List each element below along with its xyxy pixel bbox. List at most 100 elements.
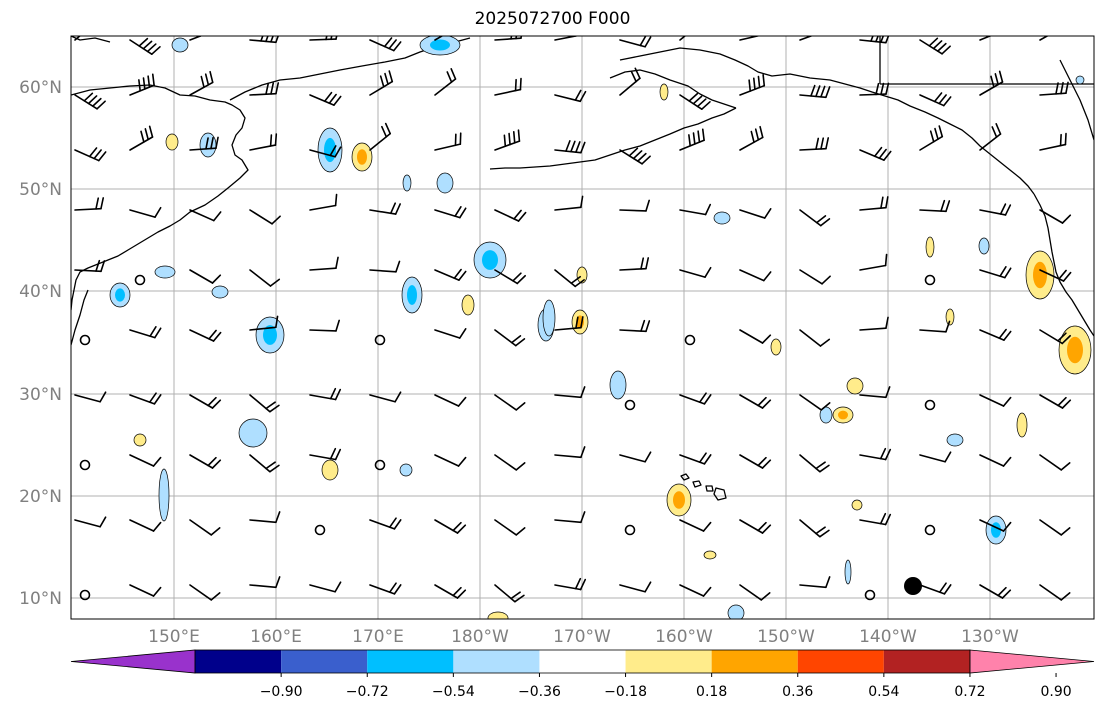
contour-region: [399, 463, 413, 477]
colorbar-segment: [797, 650, 884, 673]
colorbar-segment: [625, 650, 712, 673]
wind-barb: [619, 199, 651, 212]
colorbar-segment: [367, 650, 454, 673]
wind-barb: [979, 328, 1012, 341]
wind-barb: [249, 82, 280, 96]
wind-barb: [1039, 454, 1071, 471]
wind-barb: [129, 326, 162, 339]
wind-barb: [919, 199, 951, 213]
contour-region: [846, 377, 864, 395]
wind-barb: [434, 394, 467, 407]
wind-barb: [434, 132, 462, 151]
colorbar-segment: [539, 650, 626, 673]
wind-barb: [554, 446, 586, 459]
wind-barb: [494, 394, 526, 411]
wind-barb: [1039, 132, 1067, 151]
wind-barb: [619, 147, 651, 165]
wind-barb: [799, 137, 830, 151]
wind-barb: [434, 584, 467, 599]
wind-barb: [1039, 329, 1071, 345]
calm-circle: [924, 399, 936, 411]
wind-barb: [859, 196, 889, 211]
wind-barb: [1039, 36, 1049, 41]
wind-barb: [249, 454, 280, 473]
wind-barb: [369, 122, 392, 151]
storm-marker[interactable]: [904, 577, 922, 595]
calm-circle: [374, 334, 386, 346]
wind-barb: [189, 269, 222, 284]
colorbar-tick-label: −0.72: [345, 684, 389, 700]
wind-barb: [554, 36, 580, 41]
wind-barb: [434, 328, 467, 339]
wind-barb: [679, 203, 712, 216]
wind-barb: [189, 36, 203, 41]
colorbar-segment: [711, 650, 798, 673]
wind-barb: [679, 128, 705, 151]
wind-barb: [979, 454, 1012, 467]
wind-barb: [249, 511, 281, 524]
wind-barb: [369, 37, 402, 52]
wind-barb: [919, 125, 944, 151]
calm-circle: [374, 459, 386, 471]
wind-barb: [309, 193, 338, 211]
wind-barb: [129, 37, 161, 55]
wind-barb: [554, 511, 586, 524]
wind-barb: [1039, 269, 1072, 282]
wind-barb: [739, 454, 772, 469]
wind-barb: [189, 584, 221, 601]
wind-barb: [799, 36, 814, 41]
wind-barb: [979, 394, 1012, 407]
contour-region: [402, 174, 412, 192]
contour-region: [609, 370, 627, 400]
colorbar: [70, 649, 1095, 677]
lon-label: 180°W: [451, 627, 509, 647]
contour-region: [171, 37, 189, 53]
wind-barb: [979, 36, 993, 41]
wind-barb: [494, 209, 527, 222]
wind-barb: [739, 125, 764, 151]
colorbar-extend-min: [70, 649, 196, 674]
map-plot-area[interactable]: [70, 13, 1095, 624]
wind-barb: [799, 269, 831, 285]
contour-region: [945, 308, 955, 326]
contour-region: [436, 172, 454, 194]
wind-barb: [494, 584, 525, 603]
colorbar-segment: [281, 650, 368, 673]
contour-region: [133, 433, 147, 447]
wind-barbs: [74, 36, 1072, 603]
contour-region: [487, 611, 509, 619]
wind-barb: [369, 517, 402, 530]
contour-region: [461, 294, 475, 316]
lon-label: 170°W: [553, 627, 611, 647]
wind-barb: [74, 147, 107, 162]
lon-label: 170°E: [352, 627, 404, 647]
calm-circle: [314, 524, 326, 536]
wind-barb: [74, 391, 107, 403]
contour-region: [199, 132, 217, 158]
wind-barb: [434, 206, 467, 219]
map-title: 2025072700 F000: [474, 9, 631, 29]
wind-barb: [74, 197, 105, 211]
wind-barb: [309, 145, 342, 158]
coastlines: [71, 36, 1094, 501]
wind-barb: [309, 256, 339, 271]
lat-label: 60°N: [19, 78, 62, 98]
colorbar-tick-label: 0.54: [868, 684, 900, 700]
contour-region: [211, 285, 229, 299]
contour-region: [158, 468, 170, 522]
wind-barb: [494, 454, 526, 471]
wind-barb: [74, 36, 82, 41]
wind-barb: [679, 519, 712, 532]
wind-barb: [369, 202, 401, 215]
wind-barb: [979, 584, 1012, 599]
contour-region: [1075, 75, 1085, 85]
wind-barb: [859, 253, 888, 271]
wind-barb: [739, 269, 772, 282]
colorbar-tick-label: −0.18: [604, 684, 647, 700]
contour-region: [703, 550, 717, 560]
wind-barb: [249, 394, 280, 413]
wind-barb: [739, 329, 772, 344]
wind-barb: [739, 208, 772, 219]
wind-barb: [979, 123, 1002, 151]
calm-circle: [79, 334, 91, 346]
